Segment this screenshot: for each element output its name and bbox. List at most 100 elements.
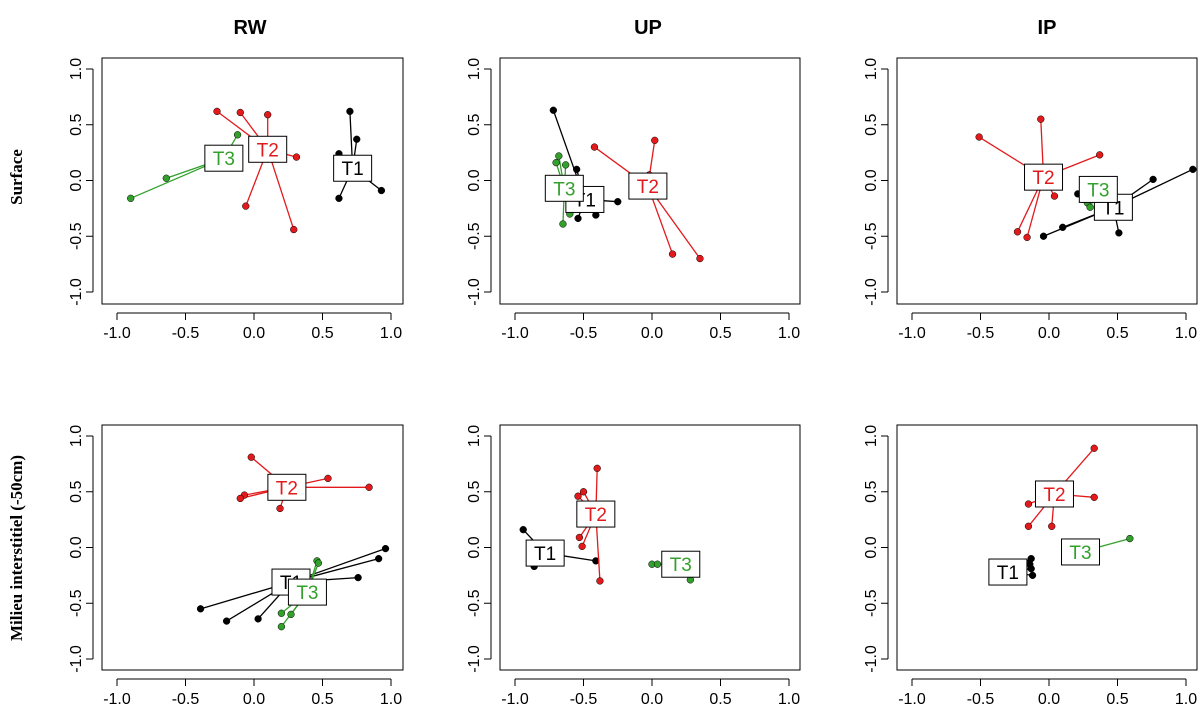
- centroid-label-box: [1034, 480, 1074, 508]
- data-point: [593, 464, 601, 472]
- centroid-label-box: [988, 558, 1028, 586]
- y-tick-label: -1.0: [466, 278, 483, 306]
- y-tick-label: -1.0: [466, 645, 483, 673]
- data-point: [1059, 223, 1067, 231]
- data-point: [573, 165, 581, 174]
- data-point: [1027, 565, 1035, 573]
- data-point: [236, 108, 244, 117]
- x-tick-label: -1.0: [103, 325, 131, 342]
- centroid-label: T2: [1032, 168, 1054, 189]
- x-tick-label: 1.0: [778, 325, 800, 342]
- y-tick-label: 1.0: [68, 425, 85, 447]
- column-title-ip: IP: [1038, 17, 1057, 39]
- centroid-label: T2: [257, 140, 279, 161]
- centroid-label-box: [661, 550, 701, 578]
- data-point: [381, 544, 390, 553]
- y-tick-label: -0.5: [68, 222, 85, 250]
- centroid-label: T2: [637, 177, 659, 198]
- data-point: [578, 542, 586, 551]
- y-tick-label: 0.0: [863, 536, 880, 558]
- data-point: [1086, 203, 1094, 211]
- y-tick-label: 0.5: [863, 114, 880, 136]
- centroid-label: T1: [1102, 198, 1124, 219]
- plot-frame: [101, 57, 404, 305]
- data-point: [596, 577, 604, 585]
- y-tick-label: 0.0: [68, 169, 85, 191]
- data-point: [162, 174, 170, 182]
- data-point: [233, 131, 242, 139]
- data-point: [1189, 165, 1197, 174]
- data-point: [579, 488, 588, 496]
- centroid-label-box: [1024, 163, 1064, 191]
- data-point: [552, 159, 560, 167]
- x-tick-label: 0.5: [709, 325, 731, 342]
- centroid-label: T3: [1087, 180, 1109, 201]
- data-point: [236, 494, 244, 503]
- data-point: [574, 214, 582, 223]
- panel: -1.0 -0.5 0.0 0.5 1.0 -1.0 -0.5 0.0 0.5 1.0 T1 T2 T3: [863, 424, 1198, 708]
- y-tick-label: 0.5: [68, 114, 85, 136]
- data-point: [247, 453, 255, 461]
- centroid-label-box: [628, 172, 668, 200]
- data-point: [559, 220, 567, 228]
- data-point: [1048, 522, 1056, 530]
- x-tick-label: -1.0: [103, 691, 131, 708]
- centroid-label: T3: [670, 555, 692, 576]
- y-tick-label: 0.5: [466, 481, 483, 503]
- centroid-label: T1: [997, 563, 1019, 584]
- x-tick-label: -1.0: [898, 691, 926, 708]
- data-point: [1039, 232, 1048, 240]
- centroid-label: T3: [553, 179, 575, 200]
- panels: -1.0 -0.5 0.0 0.5 1.0 -1.0 -0.5 0.0 0.5 1.0 T1 T2 T3…: [68, 57, 1198, 708]
- y-tick-label: 1.0: [68, 58, 85, 80]
- data-point: [590, 143, 599, 151]
- x-tick-label: -1.0: [898, 325, 926, 342]
- column-title-up: UP: [634, 17, 662, 39]
- data-point: [314, 559, 323, 567]
- centroid-label: T2: [1043, 485, 1065, 506]
- x-tick-label: 0.5: [311, 325, 333, 342]
- centroid-label: T1: [342, 159, 364, 180]
- data-point: [346, 107, 354, 116]
- data-point: [1090, 493, 1098, 501]
- data-point: [377, 186, 386, 195]
- x-tick-label: -0.5: [172, 691, 200, 708]
- y-tick-label: -1.0: [863, 278, 880, 306]
- data-point: [324, 474, 332, 483]
- x-tick-label: 0.0: [641, 325, 663, 342]
- data-point: [1023, 233, 1031, 242]
- centroid-label-box: [204, 144, 244, 172]
- data-point: [254, 615, 262, 623]
- centroid-label: T3: [296, 583, 318, 604]
- data-point: [575, 533, 584, 542]
- plot-frame: [499, 424, 801, 671]
- data-point: [354, 573, 362, 582]
- centroid-label-box: [544, 174, 584, 202]
- y-tick-label: 1.0: [863, 58, 880, 80]
- y-tick-label: -1.0: [863, 645, 880, 673]
- data-point: [287, 610, 295, 619]
- data-point: [574, 492, 582, 500]
- centroid-label: T1: [534, 544, 556, 565]
- x-tick-label: 0.0: [243, 325, 265, 342]
- data-point: [375, 555, 383, 563]
- data-point: [1037, 115, 1045, 123]
- data-point: [1115, 229, 1123, 237]
- y-tick-label: 0.0: [863, 169, 880, 191]
- plot-frame: [499, 57, 801, 305]
- panel: -1.0 -0.5 0.0 0.5 1.0 -1.0 -0.5 0.0 0.5 1.0 T1 T2 T3: [68, 57, 404, 342]
- panel: -1.0 -0.5 0.0 0.5 1.0 -1.0 -0.5 0.0 0.5 1.0 T1 T2 T3: [863, 57, 1198, 342]
- y-tick-label: -0.5: [466, 589, 483, 617]
- centroid-label-box: [576, 500, 616, 528]
- data-point: [277, 609, 286, 617]
- centroid-label-box: [248, 135, 288, 163]
- x-tick-label: 0.0: [641, 691, 663, 708]
- x-tick-label: 1.0: [380, 325, 402, 342]
- data-point: [276, 504, 284, 513]
- data-point: [213, 107, 221, 116]
- data-point: [975, 133, 983, 141]
- data-point: [1126, 534, 1134, 543]
- x-tick-label: 1.0: [778, 691, 800, 708]
- data-point: [653, 560, 662, 568]
